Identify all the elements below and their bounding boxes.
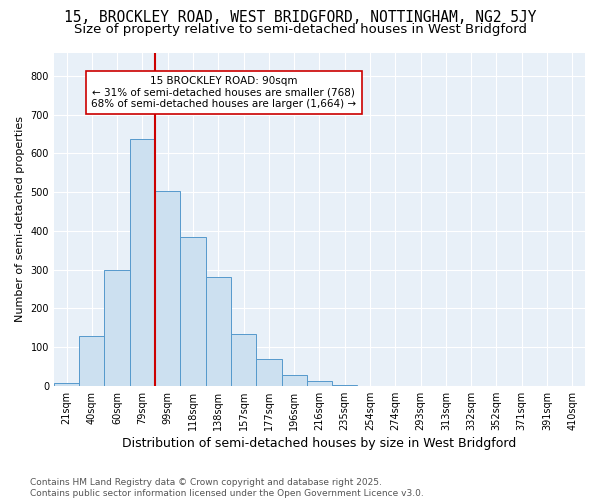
Bar bbox=[231, 334, 256, 386]
Bar bbox=[281, 375, 307, 386]
Bar bbox=[130, 138, 155, 386]
Bar bbox=[206, 278, 231, 386]
Y-axis label: Number of semi-detached properties: Number of semi-detached properties bbox=[15, 116, 25, 322]
Bar bbox=[181, 236, 206, 386]
Bar bbox=[332, 384, 358, 386]
Bar bbox=[307, 381, 332, 386]
X-axis label: Distribution of semi-detached houses by size in West Bridgford: Distribution of semi-detached houses by … bbox=[122, 437, 517, 450]
Bar bbox=[54, 382, 79, 386]
Text: Size of property relative to semi-detached houses in West Bridgford: Size of property relative to semi-detach… bbox=[74, 22, 527, 36]
Bar bbox=[256, 360, 281, 386]
Text: 15, BROCKLEY ROAD, WEST BRIDGFORD, NOTTINGHAM, NG2 5JY: 15, BROCKLEY ROAD, WEST BRIDGFORD, NOTTI… bbox=[64, 10, 536, 25]
Text: Contains HM Land Registry data © Crown copyright and database right 2025.
Contai: Contains HM Land Registry data © Crown c… bbox=[30, 478, 424, 498]
Bar bbox=[155, 191, 181, 386]
Bar bbox=[104, 270, 130, 386]
Text: 15 BROCKLEY ROAD: 90sqm
← 31% of semi-detached houses are smaller (768)
68% of s: 15 BROCKLEY ROAD: 90sqm ← 31% of semi-de… bbox=[91, 76, 356, 109]
Bar bbox=[79, 336, 104, 386]
